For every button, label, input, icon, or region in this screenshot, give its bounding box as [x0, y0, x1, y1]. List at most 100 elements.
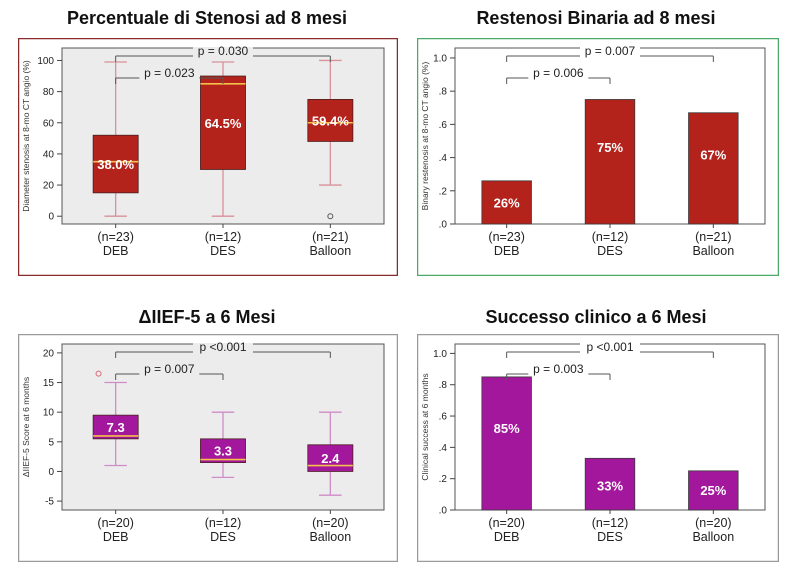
x-category-label: DES	[210, 530, 236, 544]
outlier-point	[95, 370, 102, 377]
y-axis-label: ΔIIEF-5 Score at 6 months	[21, 377, 31, 477]
bracket-label-bg	[139, 365, 200, 376]
x-category-label: DEB	[494, 244, 520, 258]
chart-clinical-success: Clinical success at 6 months .0 .2 .4 .6 .8 1.…	[417, 334, 779, 562]
x-category-label: DEB	[103, 244, 129, 258]
x-category-label: DES	[597, 244, 623, 258]
x-count-label: (n=21)	[695, 230, 731, 244]
chart-binary-restenosis: Binary restenosis at 8-mo CT angio (%) .0…	[417, 38, 779, 276]
bracket-label-bg	[193, 343, 253, 354]
bracket-label-bg	[193, 47, 253, 58]
x-category-label: DEB	[494, 530, 520, 544]
bar-value-label: 33%	[597, 478, 623, 493]
y-tick-label: .6	[439, 412, 448, 423]
box-value-label: 38.0%	[97, 157, 134, 172]
x-count-label: (n=20)	[695, 516, 731, 530]
bar	[481, 376, 532, 511]
p-value-label: p <0.001	[199, 340, 246, 354]
x-category-label: DES	[597, 530, 623, 544]
y-tick-label: .2	[439, 186, 448, 197]
box	[307, 98, 354, 142]
outlier-point	[327, 213, 334, 220]
y-tick-label: 20	[43, 348, 55, 359]
bracket-label-bg	[528, 69, 589, 80]
bracket-label-bg	[139, 69, 200, 80]
bracket-label-bg	[528, 365, 589, 376]
x-category-label: Balloon	[309, 530, 351, 544]
p-value-label: p = 0.023	[144, 66, 195, 80]
box	[92, 134, 139, 194]
y-tick-label: .4	[439, 443, 448, 454]
bar-value-label: 26%	[494, 196, 520, 211]
box	[200, 438, 246, 463]
y-tick-label: 1.0	[433, 53, 447, 64]
box-value-label: 64.5%	[205, 116, 242, 131]
bracket-label-bg	[580, 47, 640, 58]
panel-3-title: ΔIIEF-5 a 6 Mesi	[138, 307, 276, 327]
p-value-label: p = 0.030	[198, 44, 249, 58]
bar	[481, 180, 532, 225]
y-tick-label: 10	[43, 408, 55, 419]
bar	[584, 457, 636, 511]
chart-diameter-stenosis: Diameter stenosis at 8-mo CT angio (%) 0 2…	[18, 38, 398, 276]
y-tick-label: 80	[43, 87, 55, 98]
panel-1-title: Percentuale di Stenosi ad 8 mesi	[66, 8, 348, 28]
p-value-label: p = 0.006	[533, 66, 584, 80]
bar-value-label: 25%	[700, 483, 726, 498]
box-value-label: 59.4%	[312, 113, 349, 128]
y-axis-label: Binary restenosis at 8-mo CT angio (%)	[420, 62, 430, 211]
box	[92, 414, 139, 440]
x-category-label: DEB	[103, 530, 129, 544]
panel-2-title: Restenosi Binaria ad 8 mesi	[476, 8, 716, 28]
bar-value-label: 75%	[597, 140, 623, 155]
x-count-label: (n=12)	[205, 230, 241, 244]
box	[307, 444, 354, 472]
y-tick-label: 40	[43, 149, 55, 160]
y-tick-label: 1.0	[433, 349, 447, 360]
box-value-label: 7.3	[107, 420, 125, 435]
bracket-label-bg	[580, 343, 640, 354]
y-tick-label: 15	[43, 378, 55, 389]
y-tick-label: .4	[439, 153, 448, 164]
y-tick-label: 60	[43, 118, 55, 129]
box-value-label: 2.4	[321, 451, 340, 466]
y-tick-label: 0	[48, 467, 54, 478]
x-count-label: (n=20)	[488, 516, 524, 530]
bar-value-label: 85%	[494, 421, 520, 436]
x-count-label: (n=21)	[312, 230, 348, 244]
y-tick-label: .0	[439, 220, 448, 231]
x-count-label: (n=20)	[97, 516, 133, 530]
y-tick-label: -5	[45, 497, 54, 508]
x-category-label: Balloon	[692, 244, 734, 258]
p-value-label: p = 0.007	[144, 362, 195, 376]
y-axis-label: Clinical success at 6 months	[420, 373, 430, 480]
y-tick-label: 0	[48, 212, 54, 223]
bar	[688, 470, 739, 511]
x-count-label: (n=23)	[488, 230, 524, 244]
x-category-label: DES	[210, 244, 236, 258]
panel-4-title: Successo clinico a 6 Mesi	[485, 307, 707, 327]
x-count-label: (n=23)	[97, 230, 133, 244]
p-value-label: p = 0.003	[533, 362, 584, 376]
y-axis-label: Diameter stenosis at 8-mo CT angio (%)	[21, 60, 31, 212]
x-count-label: (n=20)	[312, 516, 348, 530]
bar	[688, 112, 739, 225]
box	[200, 75, 246, 170]
bar	[584, 99, 636, 225]
x-category-label: Balloon	[692, 530, 734, 544]
box-value-label: 3.3	[214, 444, 232, 459]
x-count-label: (n=12)	[592, 516, 628, 530]
x-count-label: (n=12)	[592, 230, 628, 244]
p-value-label: p <0.001	[586, 340, 633, 354]
y-tick-label: .8	[439, 380, 448, 391]
y-tick-label: .6	[439, 120, 448, 131]
x-count-label: (n=12)	[205, 516, 241, 530]
y-tick-label: .8	[439, 87, 448, 98]
y-tick-label: .0	[439, 506, 448, 517]
p-value-label: p = 0.007	[585, 44, 636, 58]
y-tick-label: .2	[439, 474, 448, 485]
y-tick-label: 20	[43, 181, 55, 192]
bar-value-label: 67%	[700, 147, 726, 162]
y-tick-label: 5	[48, 437, 54, 448]
